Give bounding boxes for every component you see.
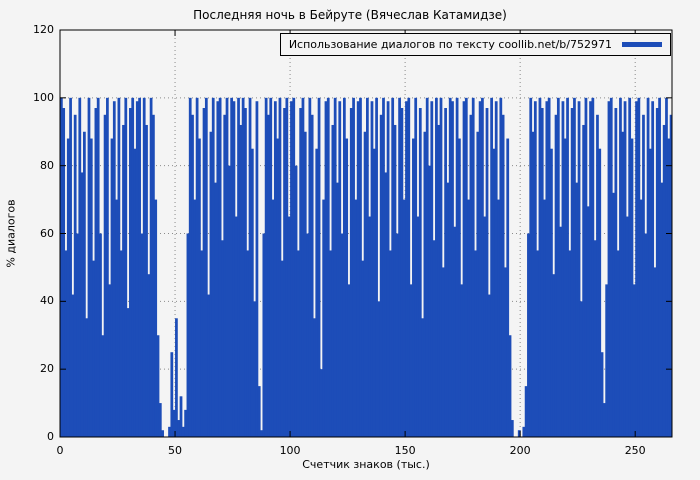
x-tick-label: 250 xyxy=(624,444,646,457)
y-tick-label: 120 xyxy=(33,23,54,36)
y-tick-label: 100 xyxy=(33,90,54,104)
legend-label: Использование диалогов по тексту coollib… xyxy=(288,38,612,51)
chart-title: Последняя ночь в Бейруте (Вячеслав Катам… xyxy=(193,8,507,22)
x-tick-label: 0 xyxy=(56,444,64,457)
x-axis-label: Счетчик знаков (тыс.) xyxy=(302,458,430,471)
y-tick-label: 40 xyxy=(40,294,54,308)
y-axis-label-box: % диалогов xyxy=(0,30,22,437)
y-tick-label: 80 xyxy=(40,158,54,172)
x-tick-label: 200 xyxy=(509,444,531,457)
y-tick-label: 20 xyxy=(40,362,54,376)
y-tick-label: 60 xyxy=(40,226,54,240)
x-tick-label: 50 xyxy=(168,444,183,457)
y-tick-label: 0 xyxy=(47,430,54,443)
y-axis-label: % диалогов xyxy=(4,199,18,268)
x-tick-label: 150 xyxy=(394,444,416,457)
x-tick-label: 100 xyxy=(279,444,301,457)
legend: Использование диалогов по тексту coollib… xyxy=(279,33,671,56)
legend-swatch xyxy=(622,42,662,47)
